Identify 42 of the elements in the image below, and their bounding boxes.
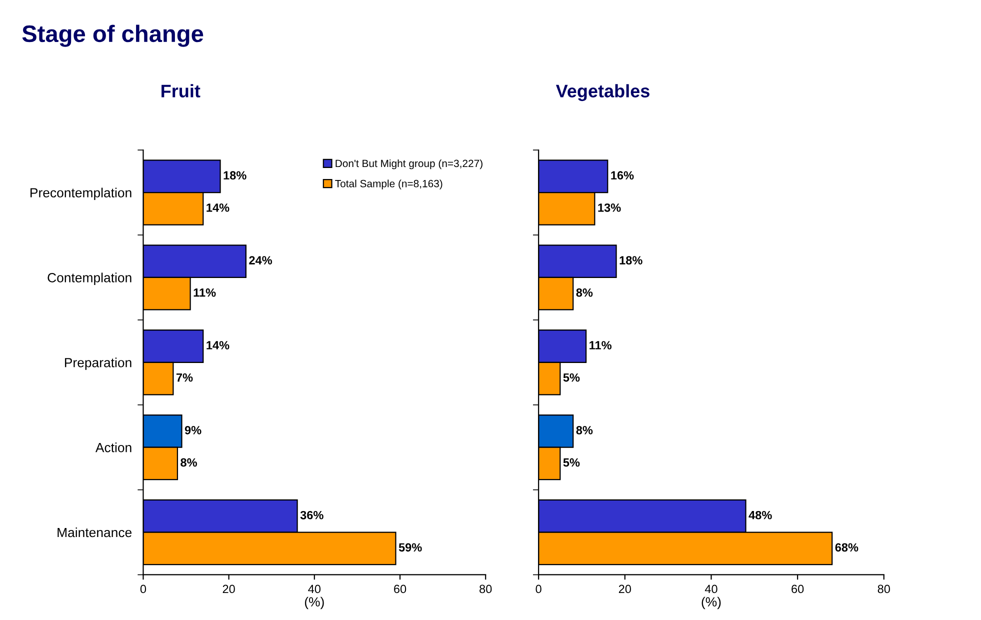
data-label: 59% bbox=[398, 543, 422, 552]
x-tick-label: 80 bbox=[480, 584, 492, 594]
data-label: 36% bbox=[300, 510, 324, 520]
data-label: 48% bbox=[748, 510, 772, 520]
x-tick-label: 20 bbox=[618, 584, 631, 594]
data-label: 68% bbox=[835, 543, 858, 552]
x-tick-label: 80 bbox=[878, 584, 890, 594]
y-tick-label: Preparation bbox=[64, 358, 132, 370]
y-tick-label: Contemplation bbox=[48, 272, 132, 285]
data-label: 18% bbox=[620, 256, 642, 264]
data-label: 14% bbox=[206, 341, 230, 350]
y-tick-label: Maintenance bbox=[58, 527, 132, 538]
x-tick-label: 60 bbox=[792, 584, 804, 594]
legend-label: Total Sample (n=8,163) bbox=[335, 180, 442, 190]
chart-title: Vegetables bbox=[556, 84, 650, 102]
legend-label: Don't But Might group (n=3,227) bbox=[336, 159, 482, 170]
data-label: 18% bbox=[224, 171, 246, 180]
data-label: 5% bbox=[563, 373, 580, 382]
data-label: 5% bbox=[563, 458, 580, 467]
data-label: 7% bbox=[176, 373, 193, 382]
data-label: 11% bbox=[194, 288, 216, 297]
data-label: 8% bbox=[180, 458, 197, 467]
data-label: 9% bbox=[184, 426, 202, 434]
text: Stage of change bbox=[22, 24, 204, 47]
x-tick-label: 20 bbox=[222, 584, 235, 594]
x-tick-label: 60 bbox=[394, 584, 406, 594]
x-tick-label: 40 bbox=[704, 584, 718, 594]
y-tick-label: Action bbox=[95, 442, 132, 452]
data-label: 11% bbox=[590, 341, 612, 350]
x-axis-title: (%) bbox=[702, 596, 721, 610]
x-axis-title: (%) bbox=[304, 596, 324, 610]
y-tick-label: Precontemplation bbox=[30, 188, 132, 200]
data-label: 8% bbox=[576, 426, 593, 434]
x-tick-label: 0 bbox=[536, 584, 542, 594]
data-label: 16% bbox=[611, 171, 634, 180]
data-label: 14% bbox=[206, 203, 230, 212]
x-tick-label: 40 bbox=[308, 584, 321, 594]
data-label: 24% bbox=[249, 256, 272, 264]
x-tick-label: 0 bbox=[140, 584, 146, 594]
data-label: 8% bbox=[576, 288, 593, 297]
data-label: 13% bbox=[598, 203, 621, 212]
chart-title: Fruit bbox=[162, 84, 200, 98]
